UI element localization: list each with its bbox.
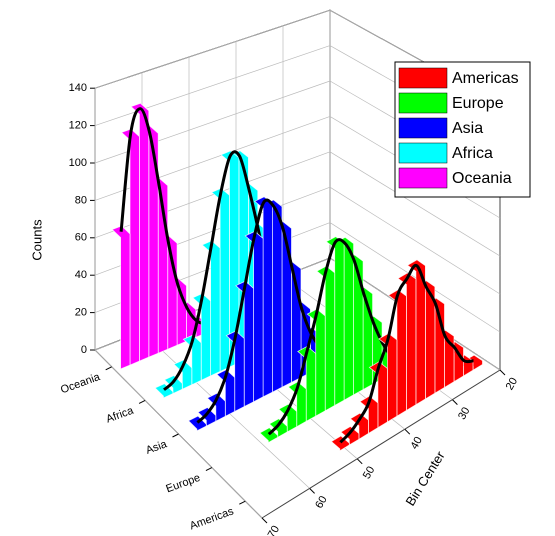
z-tick-label: Americas — [188, 505, 236, 532]
legend-swatch — [398, 142, 448, 164]
z-tick-label: Africa — [105, 404, 136, 425]
bar — [173, 359, 193, 390]
y-axis-title: Counts — [29, 219, 44, 261]
grid-line — [329, 186, 501, 295]
y-tick-label: 80 — [75, 194, 87, 206]
fit-curve — [119, 107, 207, 326]
x-tick — [356, 458, 363, 465]
x-tick — [309, 488, 315, 494]
bar — [406, 259, 426, 406]
z-tick-label: Asia — [144, 438, 169, 457]
y-tick-label: 60 — [75, 232, 87, 244]
plot-area — [111, 102, 483, 452]
bar — [163, 375, 183, 395]
x-tick-label: 40 — [408, 435, 425, 452]
x-tick-label: 50 — [361, 464, 378, 481]
bar — [154, 383, 174, 399]
grid-line — [94, 45, 331, 126]
series — [111, 102, 216, 370]
legend-swatch — [398, 167, 448, 189]
bar — [325, 236, 345, 407]
y-tick-label: 100 — [69, 157, 87, 169]
x-tick — [499, 369, 506, 376]
x-tick — [452, 399, 458, 405]
x-tick-label: 30 — [456, 405, 473, 422]
legend-label: Africa — [452, 145, 493, 162]
legend-label: Oceania — [452, 170, 512, 187]
legend-label: Europe — [452, 95, 504, 112]
z-tick — [205, 467, 213, 472]
z-tick — [172, 433, 179, 438]
z-tick-label: Europe — [164, 472, 201, 495]
x-axis-title: Bin Center — [402, 448, 448, 509]
z-tick — [239, 500, 246, 505]
bar — [278, 403, 298, 433]
bar — [340, 425, 360, 446]
x-tick-label: 60 — [313, 494, 330, 511]
bar — [206, 392, 226, 422]
x-tick-label: 20 — [504, 376, 521, 393]
y-tick-label: 140 — [69, 82, 87, 94]
y-tick-label: 120 — [69, 120, 87, 132]
legend-swatch — [398, 67, 448, 89]
legend-label: Americas — [452, 70, 519, 87]
fit-curve — [339, 263, 474, 444]
bar — [349, 412, 369, 441]
bar — [187, 415, 207, 432]
x-tick-label: 70 — [266, 524, 283, 536]
grid-line — [329, 222, 501, 333]
y-tick-label: 0 — [81, 344, 87, 356]
fit-curve — [196, 198, 331, 424]
x-tick — [261, 517, 268, 524]
legend-label: Asia — [452, 120, 483, 137]
bar — [197, 407, 217, 427]
legend: Americas Europe Asia Africa Oceania — [394, 61, 531, 198]
fit-curve — [267, 238, 402, 436]
legend-swatch — [398, 117, 448, 139]
z-tick — [105, 366, 112, 371]
y-tick-label: 40 — [75, 269, 87, 281]
bar — [268, 418, 288, 438]
y-tick-label: 20 — [75, 307, 87, 319]
bar — [253, 196, 274, 398]
z-tick — [138, 399, 146, 404]
x-tick — [404, 428, 411, 435]
grid-line — [329, 151, 501, 257]
z-tick-label: Oceania — [59, 371, 102, 397]
bar — [130, 102, 150, 362]
bar — [397, 272, 417, 412]
series — [330, 259, 483, 452]
legend-swatch — [398, 92, 448, 114]
grid-line — [94, 9, 331, 89]
